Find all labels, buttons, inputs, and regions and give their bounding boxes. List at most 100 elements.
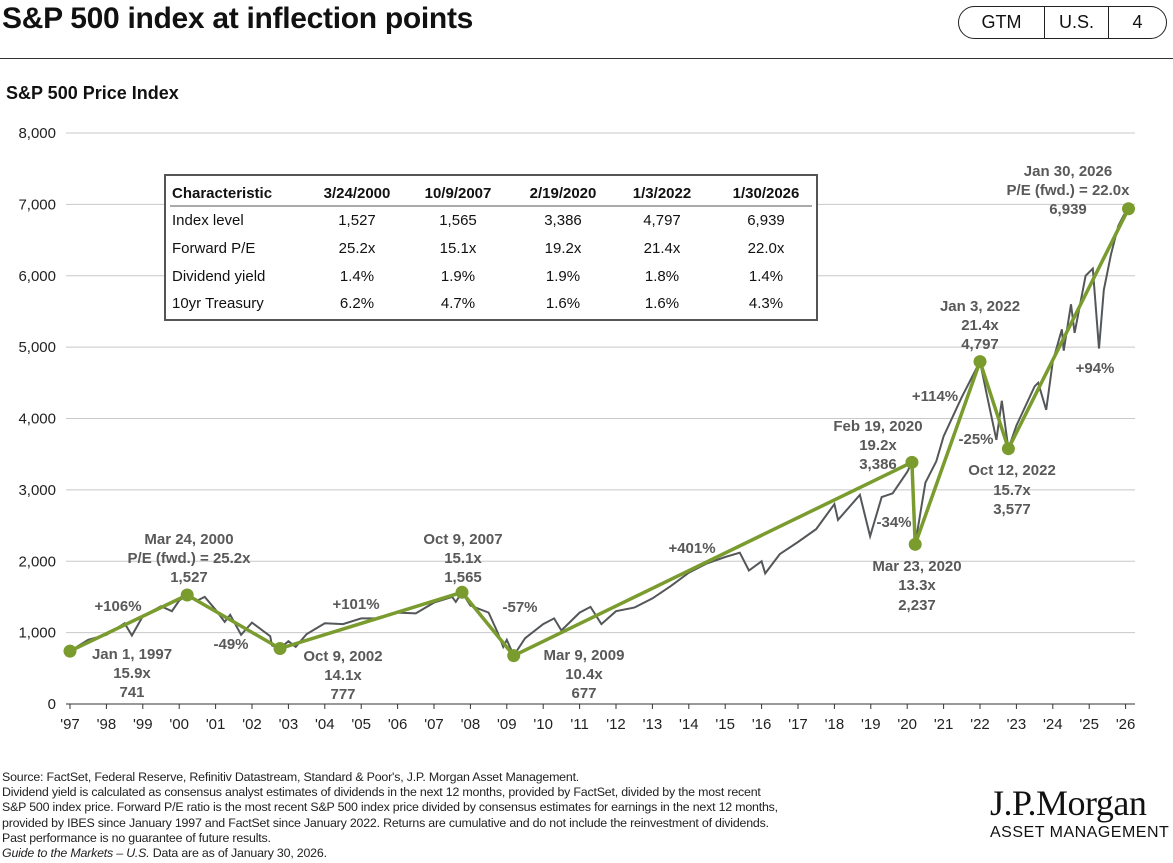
return-label: +101%: [332, 596, 379, 613]
return-label: -25%: [958, 431, 993, 448]
table-cell: 1,527: [338, 212, 376, 229]
svg-text:Oct 12, 2022: Oct 12, 2022: [968, 462, 1056, 479]
table-header: 3/24/2000: [324, 185, 391, 202]
return-label: +114%: [912, 388, 958, 405]
x-tick-label: '09: [497, 716, 517, 733]
annotation-jan1997: Jan 1, 1997 15.9x 741: [92, 646, 172, 701]
svg-text:P/E (fwd.) = 25.2x: P/E (fwd.) = 25.2x: [128, 550, 252, 567]
svg-text:1,527: 1,527: [170, 569, 208, 586]
x-tick-label: '17: [788, 716, 808, 733]
y-tick-label: 2,000: [18, 553, 56, 570]
inflection-point: [63, 644, 77, 658]
inflection-point: [973, 355, 987, 369]
inflection-point: [273, 642, 287, 656]
footnote-line: Past performance is no guarantee of futu…: [2, 830, 271, 845]
footnote-line: Dividend yield is calculated as consensu…: [2, 785, 761, 800]
svg-text:Feb 19, 2020: Feb 19, 2020: [833, 418, 922, 435]
svg-text:Jan 3, 2022: Jan 3, 2022: [940, 298, 1020, 315]
x-tick-label: '99: [133, 716, 153, 733]
x-tick-label: '98: [97, 716, 117, 733]
annotation-oct2002: Oct 9, 2002 14.1x 777: [303, 648, 382, 703]
inflection-point: [1001, 442, 1015, 456]
table-header: Characteristic: [172, 185, 272, 202]
table-cell: 1.6%: [546, 295, 580, 312]
svg-text:741: 741: [119, 684, 144, 701]
annotation-jan2022: Jan 3, 2022 21.4x 4,797: [940, 298, 1020, 353]
svg-text:Jan 30, 2026: Jan 30, 2026: [1024, 163, 1112, 180]
table-cell: 1.9%: [441, 268, 475, 285]
jpmorgan-logo: J.P.Morgan ASSET MANAGEMENT: [990, 783, 1170, 841]
svg-text:Jan 1, 1997: Jan 1, 1997: [92, 646, 172, 663]
badge-page: 4: [1132, 12, 1143, 32]
table-cell: 10yr Treasury: [172, 295, 264, 312]
x-tick-label: '20: [897, 716, 917, 733]
y-tick-label: 4,000: [18, 411, 56, 428]
y-tick-label: 5,000: [18, 339, 56, 356]
table-cell: 1.4%: [749, 268, 783, 285]
table-cell: 4.7%: [441, 295, 475, 312]
badge-region: U.S.: [1045, 7, 1109, 38]
table-cell: 15.1x: [440, 240, 477, 257]
table-cell: 4,797: [643, 212, 681, 229]
annotation-feb2020: Feb 19, 2020 19.2x 3,386: [833, 418, 922, 473]
table-header: 1/30/2026: [733, 185, 800, 202]
page-title: S&P 500 index at inflection points: [2, 2, 474, 35]
source-note: Source: FactSet, Federal Reserve, Refini…: [2, 770, 580, 784]
x-tick-label: '26: [1116, 716, 1136, 733]
inflection-points: [63, 202, 1136, 663]
svg-text:777: 777: [330, 686, 355, 703]
inflection-point: [507, 649, 521, 663]
svg-text:10.4x: 10.4x: [565, 666, 603, 683]
svg-text:Mar 23, 2020: Mar 23, 2020: [872, 558, 961, 575]
characteristics-table: Characteristic 3/24/2000 10/9/2007 2/19/202…: [164, 174, 818, 321]
table-cell: Dividend yield: [172, 268, 265, 285]
x-tick-label: '97: [60, 716, 80, 733]
x-tick-label: '06: [388, 716, 408, 733]
table-cell: 6,939: [747, 212, 785, 229]
x-tick-label: '03: [279, 716, 299, 733]
table-cell: 1.6%: [645, 295, 679, 312]
y-tick-label: 6,000: [18, 268, 56, 285]
table-header: 2/19/2020: [530, 185, 597, 202]
annotation-mar2009: Mar 9, 2009 10.4x 677: [544, 647, 625, 702]
svg-text:Oct 9, 2002: Oct 9, 2002: [303, 648, 382, 665]
x-tick-label: '21: [934, 716, 954, 733]
x-tick-label: '14: [679, 716, 699, 733]
header-divider: [0, 58, 1173, 59]
svg-text:15.1x: 15.1x: [444, 550, 482, 567]
svg-text:Mar 9, 2009: Mar 9, 2009: [544, 647, 625, 664]
svg-text:2,237: 2,237: [898, 597, 936, 614]
y-tick-label: 0: [48, 696, 56, 713]
svg-text:14.1x: 14.1x: [324, 667, 362, 684]
as-of-note: Guide to the Markets – U.S. Data are as …: [2, 846, 327, 861]
annotation-mar2020: Mar 23, 2020 13.3x 2,237: [872, 558, 961, 614]
y-tick-label: 1,000: [18, 625, 56, 642]
svg-text:15.7x: 15.7x: [993, 482, 1031, 499]
svg-text:21.4x: 21.4x: [961, 317, 999, 334]
table-cell: 22.0x: [748, 240, 785, 257]
inflection-point: [908, 537, 922, 551]
svg-text:3,386: 3,386: [859, 456, 897, 473]
svg-text:15.9x: 15.9x: [113, 665, 151, 682]
annotation-mar2000: Mar 24, 2000 P/E (fwd.) = 25.2x 1,527: [128, 531, 252, 586]
table-cell: 1.4%: [340, 268, 374, 285]
svg-text:19.2x: 19.2x: [859, 437, 897, 454]
table-cell: 6.2%: [340, 295, 374, 312]
svg-text:P/E (fwd.) = 22.0x: P/E (fwd.) = 22.0x: [1007, 182, 1131, 199]
inflection-point: [180, 588, 194, 602]
return-label: -34%: [876, 514, 911, 531]
x-tick-label: '10: [533, 716, 553, 733]
return-label: +401%: [668, 540, 715, 557]
svg-text:4,797: 4,797: [961, 336, 999, 353]
inflection-point: [1122, 202, 1136, 216]
x-tick-label: '04: [315, 716, 335, 733]
x-tick-label: '13: [643, 716, 663, 733]
x-axis-ticks: '97 '98 '99 '00 '01 '02 '03 '04 '05 '06 '07 '08 '09 '…: [60, 704, 1135, 733]
inflection-point: [455, 585, 469, 599]
svg-text:677: 677: [571, 685, 596, 702]
badge-gtm: GTM: [959, 7, 1045, 38]
x-tick-label: '25: [1079, 716, 1099, 733]
x-tick-label: '00: [169, 716, 189, 733]
x-tick-label: '12: [606, 716, 626, 733]
